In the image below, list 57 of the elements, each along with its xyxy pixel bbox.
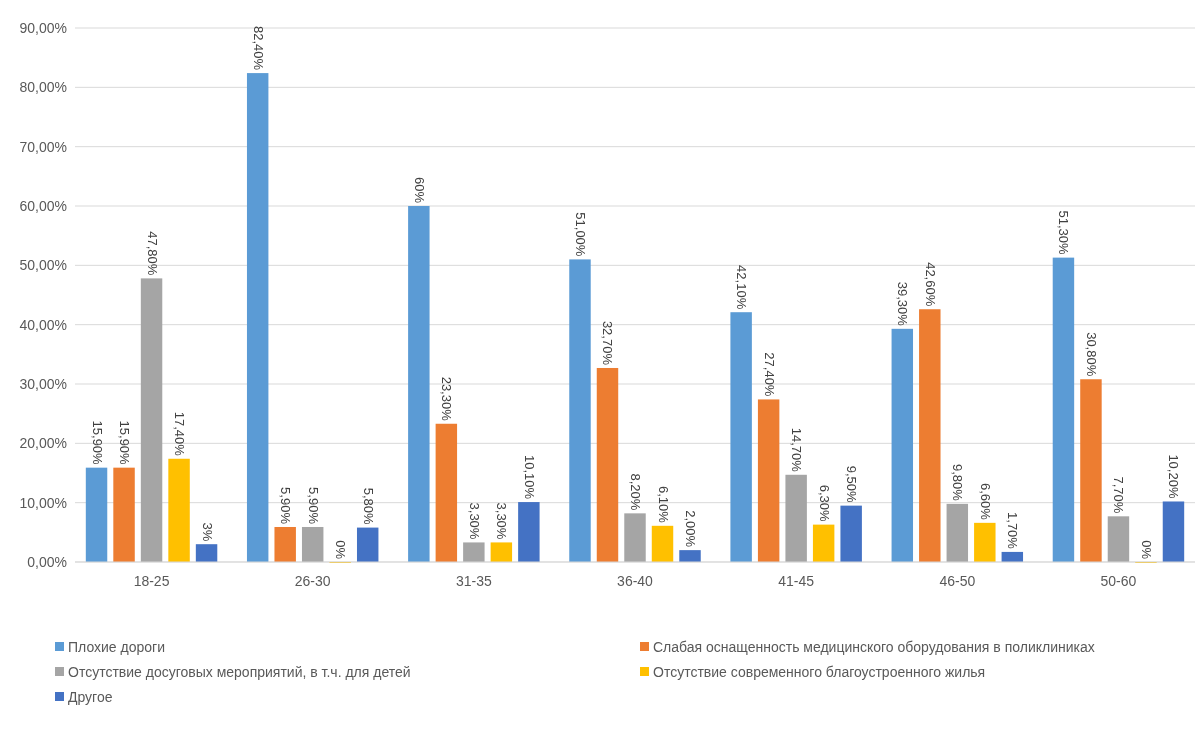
data-label: 0%	[1138, 540, 1154, 560]
data-label: 82,40%	[250, 26, 266, 71]
data-label: 3%	[199, 522, 215, 542]
y-tick-label: 60,00%	[19, 197, 67, 214]
data-label: 23,30%	[439, 376, 455, 422]
data-label: 6,30%	[816, 484, 832, 523]
legend-label: Отсутствие досуговых мероприятий, в т.ч. для детей	[68, 663, 411, 680]
data-label: 5,80%	[360, 487, 376, 526]
y-tick-label: 30,00%	[19, 375, 67, 392]
data-label: 32,70%	[600, 320, 616, 366]
x-tick-label: 46-50	[939, 573, 976, 589]
data-label: 14,70%	[789, 427, 805, 473]
data-label: 47,80%	[144, 231, 160, 276]
data-label: 5,90%	[305, 487, 321, 525]
data-label: 27,40%	[761, 352, 777, 397]
y-tick-label: 40,00%	[19, 316, 67, 333]
data-label: 15,90%	[89, 420, 105, 466]
data-label: 1,70%	[1005, 512, 1021, 550]
x-tick-label: 31-35	[455, 573, 492, 589]
x-tick-label: 36-40	[617, 573, 654, 589]
data-label: 0%	[333, 540, 349, 560]
x-tick-label: 41-45	[778, 573, 815, 589]
data-label: 6,60%	[977, 482, 993, 521]
data-label: 10,20%	[1166, 454, 1182, 499]
x-tick-label: 18-25	[133, 573, 170, 589]
y-tick-label: 80,00%	[19, 79, 67, 96]
data-label: 42,60%	[922, 262, 938, 307]
data-label: 3,30%	[466, 502, 482, 540]
data-label: 42,10%	[734, 265, 750, 310]
x-tick-label: 26-30	[294, 573, 331, 589]
data-label: 17,40%	[172, 411, 188, 457]
legend-label: Другое	[68, 688, 113, 705]
data-label: 51,30%	[1056, 210, 1072, 256]
data-label: 8,20%	[628, 473, 643, 511]
data-label: 9,50%	[844, 465, 860, 504]
data-label: 7,70%	[1111, 476, 1127, 514]
x-tick-label: 50-60	[1100, 573, 1137, 589]
legend-label: Плохие дороги	[68, 638, 165, 655]
data-label: 60%	[411, 176, 427, 204]
data-label: 2,00%	[683, 510, 699, 548]
data-label: 10,10%	[521, 454, 537, 500]
y-tick-label: 20,00%	[19, 435, 67, 452]
y-tick-label: 50,00%	[19, 257, 67, 274]
y-tick-label: 90,00%	[19, 19, 67, 36]
data-label: 30,80%	[1083, 332, 1099, 377]
data-label: 5,90%	[278, 487, 294, 525]
legend-label: Слабая оснащенность медицинского оборудования в поликлиниках	[653, 638, 1095, 655]
data-label: 51,00%	[572, 212, 588, 257]
data-label: 39,30%	[895, 281, 911, 327]
data-label: 6,10%	[655, 485, 671, 524]
y-tick-label: 70,00%	[19, 138, 67, 155]
data-label: 9,80%	[950, 463, 966, 502]
y-tick-label: 0,00%	[27, 553, 67, 570]
data-label: 3,30%	[494, 502, 510, 540]
legend-label: Отсутствие современного благоустроенного жилья	[653, 663, 986, 680]
data-label: 15,90%	[117, 420, 133, 466]
y-tick-label: 10,00%	[19, 494, 67, 511]
